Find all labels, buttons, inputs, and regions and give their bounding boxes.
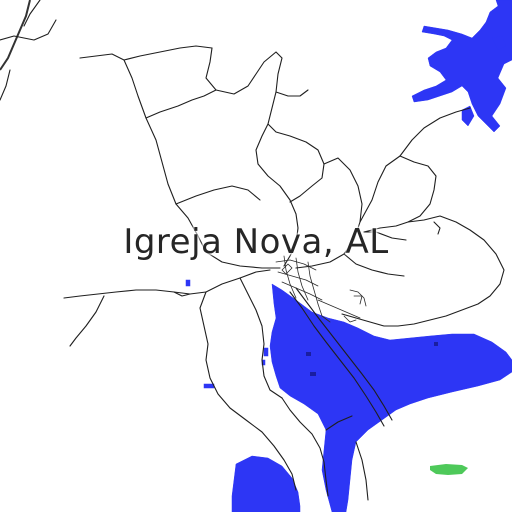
town-street-5 [295, 257, 309, 301]
road-north-center-loop [205, 47, 325, 203]
road-north-west-loop [79, 53, 281, 269]
road-highway-diagonal-2 [295, 287, 393, 421]
place-label-text: Igreja Nova, AL [123, 222, 389, 262]
water-body-main [269, 283, 512, 512]
pond-2 [203, 383, 215, 389]
town-street-1 [275, 259, 317, 271]
place-label: Igreja Nova, AL [0, 222, 512, 262]
pond-dark-1 [306, 352, 311, 356]
road-northwest-2 [0, 69, 11, 101]
road-highway-diagonal [289, 291, 385, 427]
road-east-2 [359, 107, 471, 223]
road-south-1 [281, 397, 329, 497]
road-north-center-1 [145, 89, 217, 119]
town-street-12 [343, 315, 357, 323]
water-layer [185, 0, 512, 512]
town-street-7 [317, 299, 361, 319]
road-east-5 [363, 231, 407, 241]
road-south-3 [325, 415, 353, 431]
park-area [430, 464, 468, 475]
town-street-grid [275, 255, 367, 323]
road-west-1 [63, 269, 271, 299]
road-west-2 [69, 295, 105, 347]
road-north-spur [275, 89, 309, 97]
town-street-4 [283, 255, 297, 299]
town-street-10 [353, 295, 363, 305]
water-branch-1 [461, 105, 475, 127]
water-body-southwest [231, 455, 301, 512]
pond-3 [263, 347, 269, 357]
town-street-6 [307, 261, 319, 305]
road-layer [0, 0, 505, 501]
water-branch-2 [491, 35, 507, 51]
town-street-9 [349, 289, 367, 307]
road-east-3 [363, 155, 437, 233]
road-west-3 [173, 291, 191, 297]
town-street-8 [317, 303, 331, 323]
town-street-11 [281, 263, 293, 275]
pond-dark-2 [310, 372, 316, 376]
road-north-west-branch [123, 45, 213, 61]
road-east-4 [341, 215, 505, 327]
road-south-2 [355, 441, 369, 501]
road-east-spur [433, 221, 441, 235]
water-body-northeast [411, 0, 512, 133]
road-center-2 [175, 185, 261, 205]
pond-1 [185, 279, 191, 287]
pond-dark-3 [434, 342, 438, 346]
road-west-4 [199, 291, 297, 491]
road-northwest-1 [0, 19, 57, 41]
road-northwest-3 [23, 0, 41, 27]
road-east-6 [343, 253, 405, 277]
road-northwest-rail [0, 0, 31, 71]
road-center-1 [255, 123, 299, 267]
road-west-5 [239, 277, 283, 399]
